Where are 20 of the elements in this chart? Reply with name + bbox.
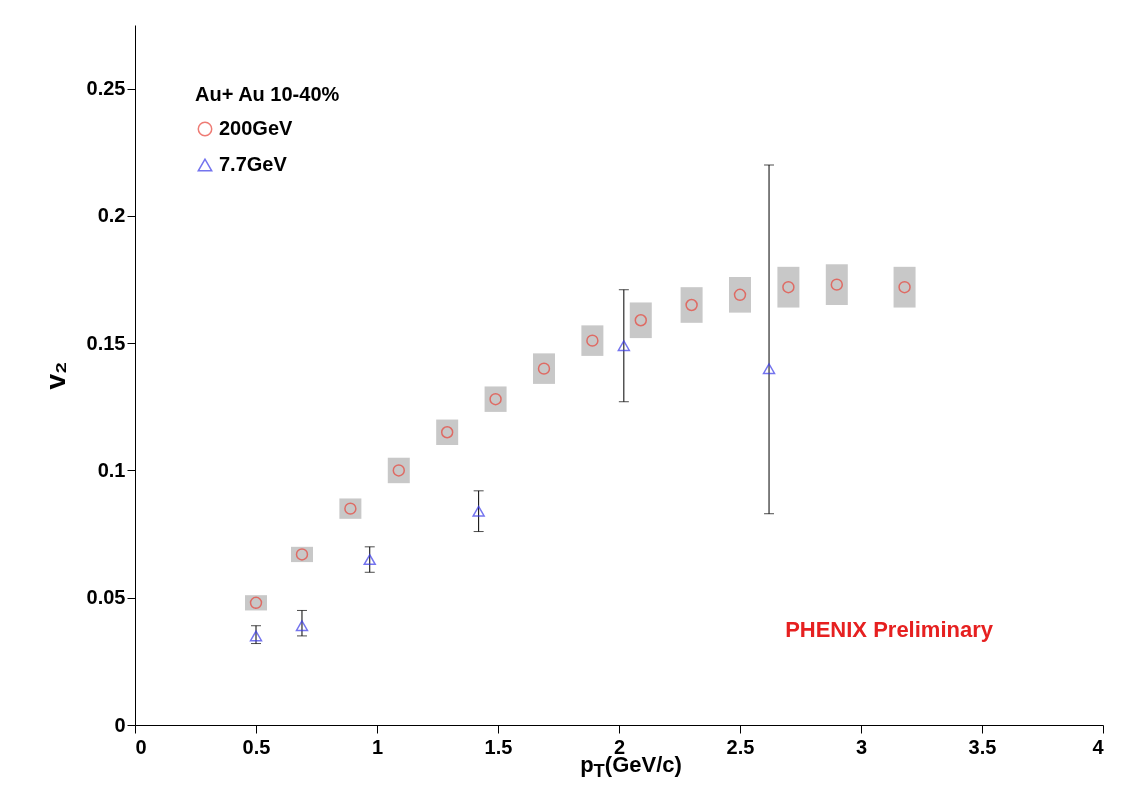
annotation: PHENIX Preliminary <box>785 617 994 642</box>
legend-label: 7.7GeV <box>219 153 288 175</box>
x-tick-label: 2 <box>613 735 626 758</box>
legend-label: 200GeV <box>219 117 294 139</box>
y-axis-title: v₂ <box>39 361 71 390</box>
x-tick-label: 1.5 <box>484 735 513 758</box>
x-tick-label: 3.5 <box>968 735 997 758</box>
legend-title: Au+ Au 10-40% <box>195 83 340 105</box>
y-tick-label: 0.25 <box>86 77 126 100</box>
y-tick-label: 0.2 <box>97 204 126 227</box>
x-tick-label: 2.5 <box>726 735 755 758</box>
y-tick-label: 0.1 <box>97 458 126 481</box>
y-tick-label: 0.05 <box>86 586 126 609</box>
y-tick-label: 0.15 <box>86 331 126 354</box>
x-tick-label: 0.5 <box>242 735 271 758</box>
x-tick-label: 3 <box>855 735 868 758</box>
y-tick-label: 0 <box>114 713 126 736</box>
x-tick-label: 1 <box>371 735 384 758</box>
x-tick-label: 4 <box>1092 735 1105 758</box>
x-tick-label: 0 <box>135 735 147 758</box>
